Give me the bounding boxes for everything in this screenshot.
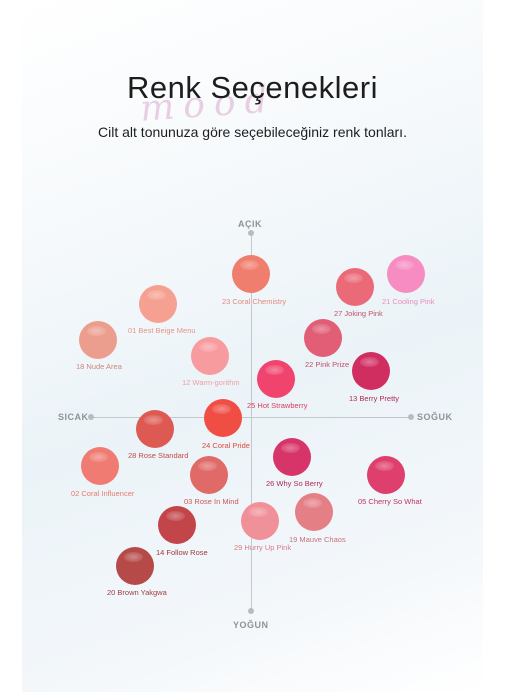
shade-label: 25 Hot Strawberry <box>247 401 308 410</box>
axis-dot-right <box>408 414 414 420</box>
shade-swatch[interactable] <box>79 321 117 359</box>
shade-label: 02 Coral Influencer <box>71 489 135 498</box>
shade-swatch[interactable] <box>387 255 425 293</box>
shade-label: 22 Pink Prize <box>305 360 350 369</box>
axis-dot-left <box>88 414 94 420</box>
axis-label-right: SOĞUK <box>417 412 453 422</box>
shade-label: 12 Warm-gorithm <box>182 378 240 387</box>
shade-label: 14 Follow Rose <box>156 548 208 557</box>
shade-swatch[interactable] <box>295 493 333 531</box>
shade-label: 27 Joking Pink <box>334 309 383 318</box>
shade-label: 26 Why So Berry <box>266 479 323 488</box>
shade-label: 13 Berry Pretty <box>349 394 400 403</box>
shade-label: 01 Best Beige Menu <box>128 326 196 335</box>
shade-swatch[interactable] <box>190 456 228 494</box>
shade-swatch[interactable] <box>304 319 342 357</box>
horizontal-axis <box>91 417 411 418</box>
page-title: Renk Seçenekleri <box>127 70 378 105</box>
shade-label: 21 Cooling Pink <box>382 297 435 306</box>
shade-swatch[interactable] <box>136 410 174 448</box>
shade-swatch[interactable] <box>241 502 279 540</box>
shade-swatch[interactable] <box>191 337 229 375</box>
shade-label: 03 Rose In Mind <box>184 497 239 506</box>
shade-swatch[interactable] <box>204 399 242 437</box>
axis-dot-bottom <box>248 608 254 614</box>
shade-swatch[interactable] <box>257 360 295 398</box>
shade-label: 19 Mauve Chaos <box>289 535 346 544</box>
shade-swatch[interactable] <box>367 456 405 494</box>
shade-label: 18 Nude Area <box>76 362 122 371</box>
shade-swatch[interactable] <box>116 547 154 585</box>
shade-swatch[interactable] <box>273 438 311 476</box>
shade-swatch[interactable] <box>336 268 374 306</box>
axis-label-left: SICAK <box>58 412 89 422</box>
shade-label: 28 Rose Standard <box>128 451 189 460</box>
shade-swatch[interactable] <box>139 285 177 323</box>
page-subtitle: Cilt alt tonunuza göre seçebileceğiniz r… <box>98 124 407 140</box>
shade-label: 24 Coral Pride <box>202 441 250 450</box>
axis-dot-top <box>248 230 254 236</box>
shade-label: 29 Hurry Up Pink <box>234 543 292 552</box>
shade-label: 05 Cherry So What <box>358 497 422 506</box>
shade-swatch[interactable] <box>352 352 390 390</box>
shade-swatch[interactable] <box>232 255 270 293</box>
axis-label-bottom: YOĞUN <box>233 620 269 630</box>
vertical-axis <box>251 233 252 613</box>
shade-label: 23 Coral Chemistry <box>222 297 287 306</box>
shade-swatch[interactable] <box>158 506 196 544</box>
axis-label-top: AÇIK <box>238 219 262 229</box>
shade-swatch[interactable] <box>81 447 119 485</box>
shade-label: 20 Brown Yakgwa <box>107 588 167 597</box>
